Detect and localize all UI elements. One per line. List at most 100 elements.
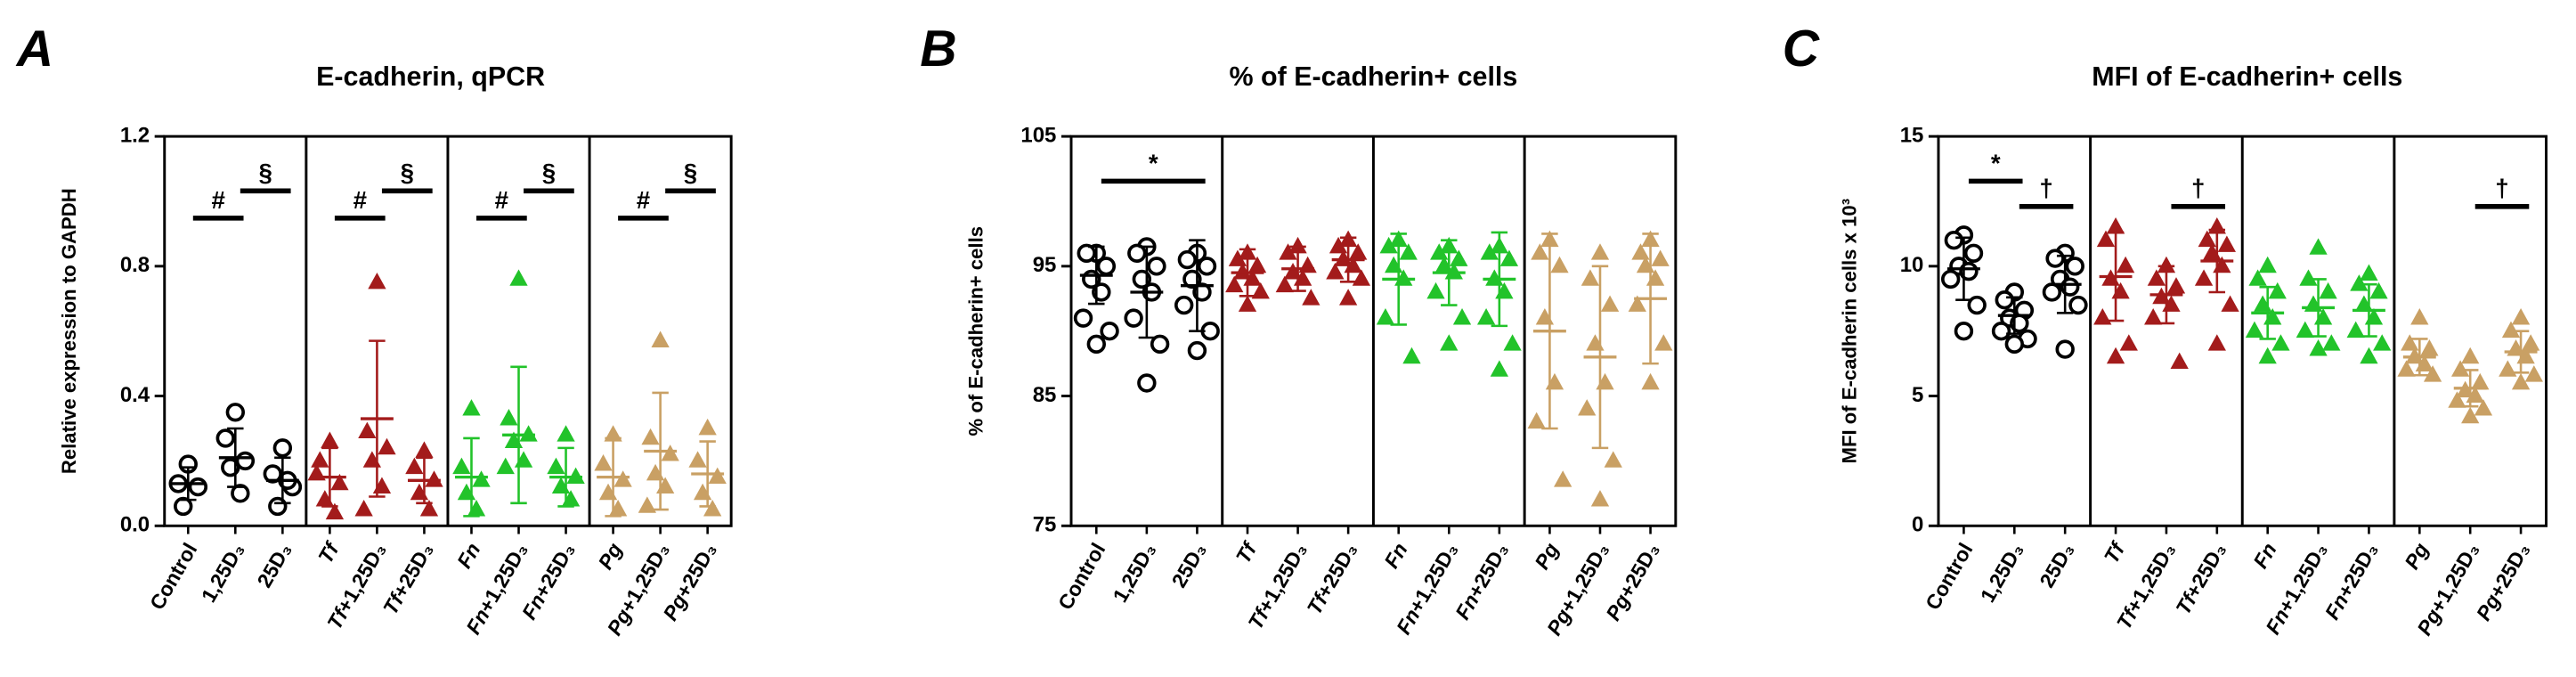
data-point <box>557 425 575 442</box>
data-point <box>519 425 538 442</box>
panel-letter: B <box>920 20 956 77</box>
data-point <box>1628 295 1646 312</box>
significance-label: § <box>259 159 272 186</box>
data-point <box>646 463 665 481</box>
data-point <box>2360 264 2378 281</box>
data-point <box>2350 274 2369 291</box>
significance-label: * <box>1149 149 1158 176</box>
data-point <box>2511 308 2531 325</box>
data-point <box>1279 243 1297 260</box>
chart-title: MFI of E-cadherin+ cells <box>2092 61 2402 92</box>
data-point <box>2373 334 2392 351</box>
data-point <box>698 418 717 436</box>
data-point <box>2268 281 2287 299</box>
data-point <box>2258 256 2277 273</box>
data-point <box>358 421 377 439</box>
data-point <box>1073 308 1093 328</box>
y-tick-label: 0.8 <box>120 253 150 277</box>
data-point <box>2401 334 2419 351</box>
significance-label: # <box>211 186 224 214</box>
panel-letter: C <box>1783 20 1820 77</box>
data-point <box>2106 217 2125 234</box>
data-point <box>509 269 528 286</box>
data-point <box>2258 347 2277 364</box>
data-point <box>566 467 585 485</box>
data-point <box>1604 451 1622 468</box>
significance-label: * <box>1991 149 2001 176</box>
data-point <box>1578 399 1597 416</box>
y-axis-label: Relative expression to GAPDH <box>58 188 80 474</box>
data-point <box>547 457 565 475</box>
data-point <box>462 399 481 416</box>
data-point <box>2271 334 2290 351</box>
data-point <box>2198 230 2216 248</box>
data-point <box>1499 249 1519 266</box>
data-point <box>188 477 208 497</box>
data-point <box>215 428 235 448</box>
data-point <box>354 500 373 517</box>
x-tick-label: Tf+25D₃ <box>2171 539 2231 618</box>
data-point <box>2397 360 2416 377</box>
y-tick-label: 10 <box>1900 253 1924 277</box>
data-point <box>1326 263 1345 280</box>
data-point <box>1490 360 1508 377</box>
data-point <box>1651 249 1670 266</box>
data-point <box>2299 269 2318 286</box>
data-point <box>325 502 345 520</box>
data-point <box>372 477 392 493</box>
data-point <box>1100 321 1119 341</box>
data-point <box>1225 275 1244 293</box>
data-point <box>225 403 246 422</box>
data-point <box>1590 490 1610 507</box>
data-point <box>2461 406 2480 424</box>
data-point <box>2207 334 2226 351</box>
data-point <box>1077 243 1096 263</box>
data-point <box>500 408 518 426</box>
data-point <box>2245 321 2264 338</box>
data-point <box>1197 257 1217 276</box>
significance-label: # <box>637 186 650 214</box>
data-point <box>1302 289 1321 306</box>
data-point <box>419 500 439 517</box>
data-point <box>1399 243 1418 260</box>
y-tick-label: 1.2 <box>120 123 150 147</box>
x-tick-label: Fn <box>452 539 485 572</box>
data-point <box>378 437 396 455</box>
data-point <box>2448 391 2466 408</box>
data-point <box>2319 281 2337 299</box>
data-point <box>452 457 471 475</box>
y-tick-label: 5 <box>1912 383 1923 407</box>
data-point <box>2296 321 2314 338</box>
data-point <box>321 431 339 448</box>
data-point <box>1586 334 1605 351</box>
significance-label: † <box>2191 175 2205 202</box>
y-tick-label: 0 <box>1912 513 1923 537</box>
data-point <box>2309 238 2328 255</box>
x-tick-label: Control <box>1921 539 1977 614</box>
data-point <box>2499 360 2517 377</box>
data-point <box>2309 339 2328 356</box>
significance-label: † <box>2495 175 2508 202</box>
data-point <box>2524 365 2543 382</box>
y-tick-label: 75 <box>1033 513 1057 537</box>
significance-label: § <box>542 159 556 186</box>
data-point <box>1174 295 1194 315</box>
chart-title: % of E-cadherin+ cells <box>1230 61 1518 92</box>
data-point <box>1329 236 1348 254</box>
data-point <box>703 500 722 517</box>
data-point <box>2507 339 2525 356</box>
data-point <box>1338 289 1358 306</box>
x-tick-label: Fn <box>1379 539 1412 572</box>
data-point <box>2096 230 2116 248</box>
data-point <box>1991 321 2011 341</box>
data-point <box>2360 347 2378 364</box>
data-point <box>2166 277 2186 294</box>
data-point <box>2170 352 2189 370</box>
data-point <box>2119 334 2138 351</box>
data-point <box>638 496 656 513</box>
data-point <box>2474 399 2493 416</box>
data-point <box>231 484 250 503</box>
x-tick-label: Tf <box>313 537 345 567</box>
data-point <box>594 454 613 471</box>
data-point <box>1450 249 1468 266</box>
